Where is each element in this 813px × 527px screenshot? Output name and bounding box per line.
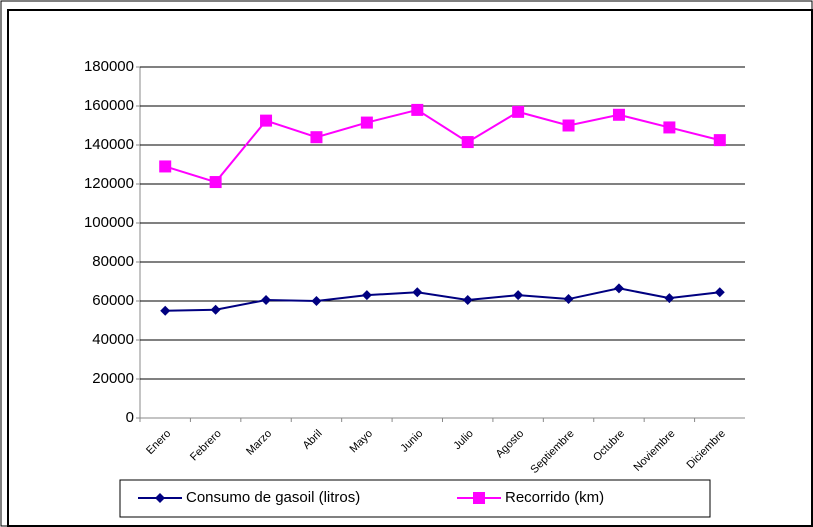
square-marker [473, 492, 485, 504]
square-marker [512, 105, 525, 118]
square-marker [159, 160, 172, 173]
y-tick-label: 180000 [84, 58, 134, 75]
diamond-marker [513, 290, 524, 301]
legend-label: Consumo de gasoil (litros) [186, 489, 360, 506]
y-tick-label: 60000 [92, 292, 134, 309]
square-marker [461, 136, 474, 149]
square-marker [209, 176, 222, 189]
square-marker [310, 131, 323, 144]
diamond-marker [412, 287, 423, 298]
diamond-marker [361, 290, 372, 301]
square-marker [411, 103, 424, 116]
square-marker [713, 134, 726, 147]
y-tick-label: 80000 [92, 253, 134, 270]
square-marker [360, 116, 373, 129]
y-tick-label: 0 [126, 409, 134, 426]
diamond-marker [311, 296, 322, 306]
diamond-marker [613, 283, 624, 294]
y-tick-label: 20000 [92, 370, 134, 387]
series-line [165, 287, 720, 312]
chart-frame [7, 9, 813, 527]
diamond-marker [261, 295, 272, 306]
square-marker [612, 108, 625, 121]
diamond-marker [563, 294, 574, 305]
y-tick-label: 40000 [92, 331, 134, 348]
diamond-marker [160, 305, 171, 316]
y-tick-label: 120000 [84, 175, 134, 192]
diamond-marker [462, 295, 473, 306]
square-marker [260, 114, 273, 127]
square-marker [562, 119, 575, 132]
series-line [164, 108, 721, 184]
diamond-marker [714, 287, 725, 298]
diamond-marker [155, 493, 165, 503]
y-tick-label: 160000 [84, 97, 134, 114]
square-marker [663, 121, 676, 134]
y-tick-label: 100000 [84, 214, 134, 231]
legend-box [119, 479, 711, 518]
y-tick-label: 140000 [84, 136, 134, 153]
diamond-marker [664, 293, 675, 304]
legend-label: Recorrido (km) [505, 489, 604, 506]
diamond-marker [210, 304, 221, 315]
